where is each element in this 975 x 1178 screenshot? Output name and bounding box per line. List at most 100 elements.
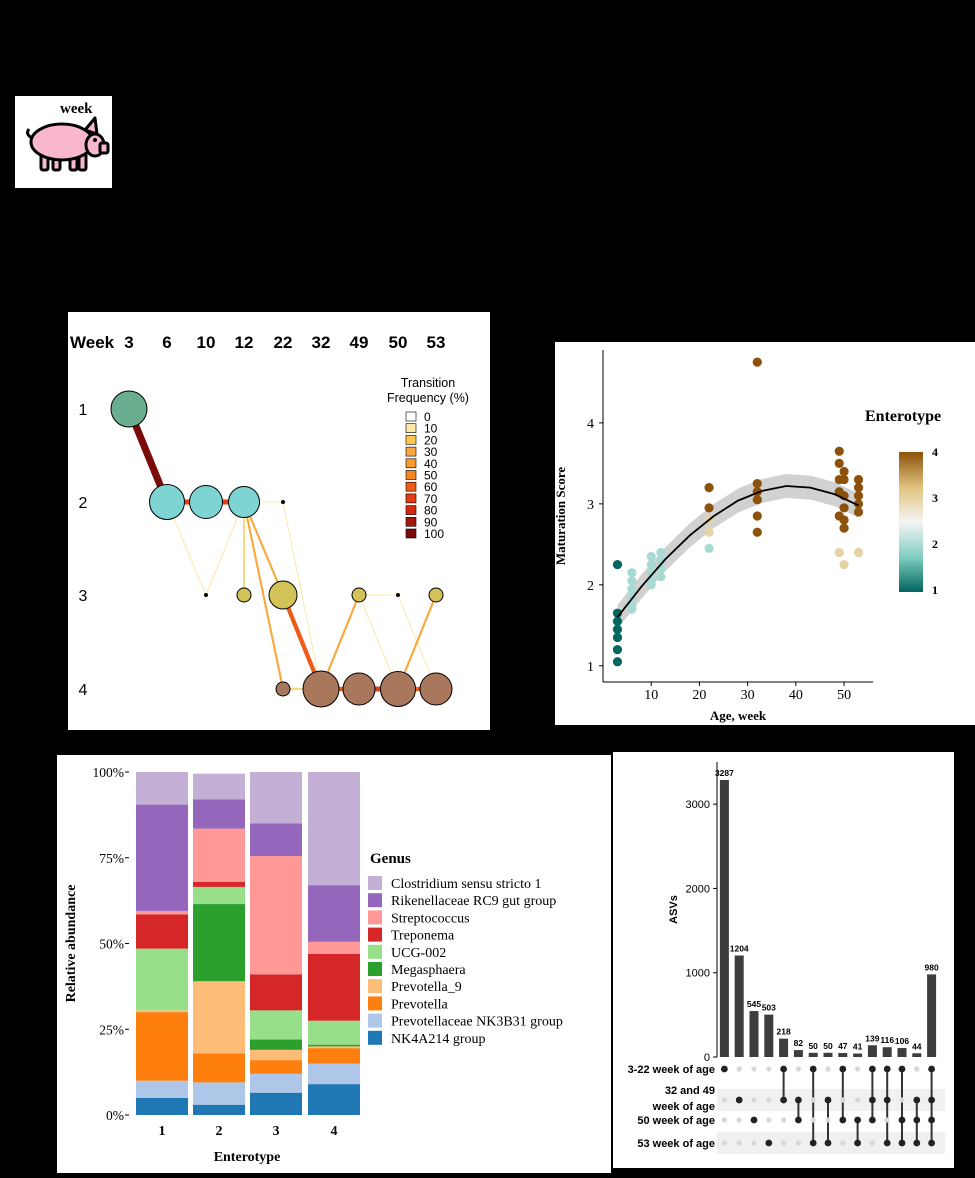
data-point — [627, 584, 637, 594]
legend-level-label: 40 — [424, 457, 438, 471]
maturation-panel: 1 2 3 4 10 20 30 40 50 Age, week Maturation Score E… — [553, 342, 975, 725]
week-label-53: 53 — [427, 333, 446, 352]
intersection-bar — [882, 1047, 892, 1057]
bar-segment — [136, 948, 188, 1011]
intersection-bar — [779, 1038, 789, 1057]
bar-segment — [308, 1063, 360, 1085]
legend-level-label: 30 — [424, 445, 438, 459]
set-label: 50 week of age — [637, 1115, 715, 1127]
bar-segment — [250, 856, 302, 975]
bar-value-label: 82 — [794, 1038, 804, 1048]
y-axis-title: Relative abundance — [64, 885, 79, 1003]
transition-edge — [205, 501, 245, 596]
legend-swatch — [368, 1030, 382, 1045]
legend-label: Streptococcus — [391, 911, 470, 926]
legend-swatch — [405, 481, 417, 492]
set-label: week of age — [652, 1101, 715, 1113]
transition-network-chart: Week 3 6 10 12 22 32 49 50 531234TransitionFreque… — [70, 333, 469, 708]
genus-panel: 0% 25% 50% 75% 100% Relative abundance 1 2 3 4 Ent… — [57, 755, 611, 1173]
y-tick-label: 2000 — [686, 883, 710, 895]
week-label-50: 50 — [389, 333, 408, 352]
bar-value-label: 50 — [823, 1041, 833, 1051]
data-point — [612, 632, 623, 643]
legend-label: Treponema — [391, 929, 455, 944]
matrix-dot — [825, 1117, 831, 1123]
y-tick-label: 50% — [99, 937, 124, 952]
intersection-bar — [734, 955, 744, 1057]
legend-swatch — [405, 435, 417, 445]
matrix-dot — [824, 1096, 832, 1104]
matrix-dot — [824, 1139, 832, 1147]
data-point — [752, 527, 762, 537]
bar-segment — [308, 1084, 360, 1115]
bar-value-label: 545 — [747, 999, 761, 1009]
enterotype-node — [419, 672, 453, 706]
data-point — [853, 483, 864, 493]
matrix-dot — [781, 1117, 787, 1123]
fit-curve — [616, 485, 859, 618]
data-point — [752, 495, 762, 505]
bar-segment — [308, 1020, 360, 1045]
bar-value-label: 44 — [912, 1041, 922, 1051]
data-point — [656, 572, 666, 582]
matrix-dot — [766, 1097, 772, 1103]
y-axis-title: ASVs — [668, 895, 680, 924]
y-tick-label: 100% — [93, 765, 125, 780]
intersection-bar — [749, 1011, 759, 1057]
data-point — [752, 511, 762, 521]
legend-swatch — [405, 411, 417, 422]
matrix-dot — [780, 1065, 787, 1073]
enterotype-node — [149, 484, 185, 520]
bar-segment — [193, 1053, 245, 1083]
week-label-10: 10 — [197, 333, 216, 352]
x-tick-label: 2 — [216, 1124, 223, 1139]
pig-icon — [26, 116, 110, 172]
y-tick-label: 3 — [587, 498, 594, 513]
legend-swatch — [405, 493, 417, 504]
legend-label: Prevotella_9 — [391, 980, 462, 995]
legend-swatch — [405, 517, 417, 527]
matrix-dot — [928, 1065, 935, 1073]
bar-segment — [193, 981, 245, 1054]
data-point — [612, 657, 623, 667]
legend-label: Rikenellaceae RC9 gut group — [391, 894, 556, 909]
legend-label: Clostridium sensu stricto 1 — [391, 877, 542, 892]
matrix-dot — [839, 1065, 847, 1073]
matrix-dot — [736, 1066, 742, 1072]
week-label-32: 32 — [312, 333, 331, 352]
legend-label: Prevotellaceae NK3B31 group — [391, 1015, 563, 1030]
legend-level-label: 80 — [424, 504, 438, 518]
data-point — [704, 543, 714, 553]
bar-value-label: 50 — [808, 1041, 818, 1051]
bar-segment — [250, 1073, 302, 1093]
legend-swatch — [405, 470, 417, 480]
matrix-dot — [795, 1140, 801, 1146]
bar-value-label: 218 — [777, 1027, 791, 1037]
matrix-dot — [809, 1139, 817, 1147]
matrix-dot — [899, 1097, 905, 1103]
legend-label: NK4A214 group — [391, 1032, 486, 1047]
matrix-dot — [913, 1116, 921, 1124]
enterotype-node — [342, 672, 376, 706]
pig-panel: week — [15, 96, 112, 188]
matrix-dot — [825, 1066, 831, 1072]
matrix-dot — [810, 1097, 816, 1103]
bar-value-label: 139 — [865, 1033, 879, 1043]
matrix-dot — [795, 1096, 802, 1104]
intersection-bar — [912, 1053, 922, 1057]
x-tick-label: 4 — [331, 1124, 338, 1139]
matrix-dot — [869, 1096, 876, 1104]
legend-title-line-2: Frequency (%) — [387, 391, 469, 405]
matrix-dot — [840, 1097, 846, 1103]
enterotype-node — [268, 580, 298, 610]
bar-value-label: 3287 — [715, 768, 734, 778]
colorbar — [899, 452, 923, 592]
colorbar-tick-label: 1 — [932, 583, 938, 597]
colorbar-tick-label: 3 — [932, 491, 938, 505]
data-point — [612, 624, 623, 634]
enterotype-node — [275, 681, 291, 697]
y-tick-label: 75% — [99, 851, 124, 866]
matrix-dot — [854, 1116, 861, 1124]
matrix-dot — [751, 1066, 757, 1072]
data-point — [853, 547, 864, 558]
